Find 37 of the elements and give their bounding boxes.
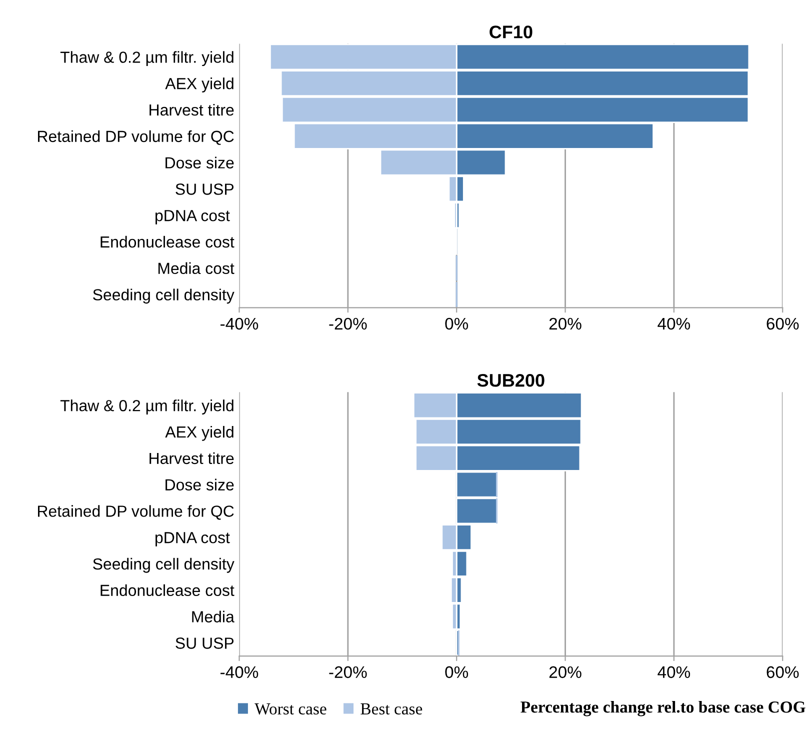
y-tick-label: pDNA cost <box>156 532 230 546</box>
x-axis-title: Percentage change rel.to base case COG <box>520 700 806 716</box>
x-tick-label: 20% <box>549 318 582 330</box>
x-tick-label: -40% <box>220 318 258 330</box>
y-tick-label: SU USP <box>176 184 234 195</box>
y-tick-label: AEX yield <box>165 426 234 441</box>
x-tick-label: 60% <box>766 666 799 678</box>
x-tick-label: 20% <box>549 666 582 678</box>
x-tick-label: -20% <box>329 666 367 678</box>
y-tick-label: Retained DP volume for QC <box>38 130 234 145</box>
legend-label: Best case <box>360 703 422 715</box>
y-tick-label: Seeding cell density <box>93 558 234 573</box>
y-tick-label: Dose size <box>166 156 234 168</box>
x-tick-label: 40% <box>658 318 690 330</box>
y-tick-label: Harvest titre <box>150 104 234 116</box>
y-tick-label: pDNA cost <box>156 210 230 224</box>
y-tick-label: Dose size <box>166 478 234 490</box>
y-tick-label: Media cost <box>158 262 234 274</box>
x-tick-label: 0% <box>445 318 468 330</box>
y-tick-label: Media <box>192 610 234 622</box>
x-tick-label: 40% <box>658 666 690 678</box>
x-tick-label: -20% <box>329 318 367 330</box>
y-tick-label: Thaw & 0.2 µm filtr. yield <box>60 400 234 414</box>
legend-label: Worst case <box>254 703 326 715</box>
y-tick-label: Retained DP volume for QC <box>38 505 234 520</box>
chart-title: SUB200 <box>477 374 544 387</box>
y-tick-label: SU USP <box>176 638 234 649</box>
x-tick-label: 60% <box>766 318 799 330</box>
y-tick-label: Endonuclease cost <box>100 236 234 248</box>
x-tick-label: 0% <box>445 666 468 678</box>
y-tick-label: Thaw & 0.2 µm filtr. yield <box>60 51 234 66</box>
y-tick-label: Harvest titre <box>150 452 234 464</box>
y-tick-label: AEX yield <box>165 78 234 92</box>
y-tick-label: Endonuclease cost <box>100 584 234 596</box>
y-tick-label: Seeding cell density <box>93 288 234 304</box>
chart-title: CF10 <box>490 26 532 38</box>
x-tick-label: -40% <box>220 666 258 678</box>
